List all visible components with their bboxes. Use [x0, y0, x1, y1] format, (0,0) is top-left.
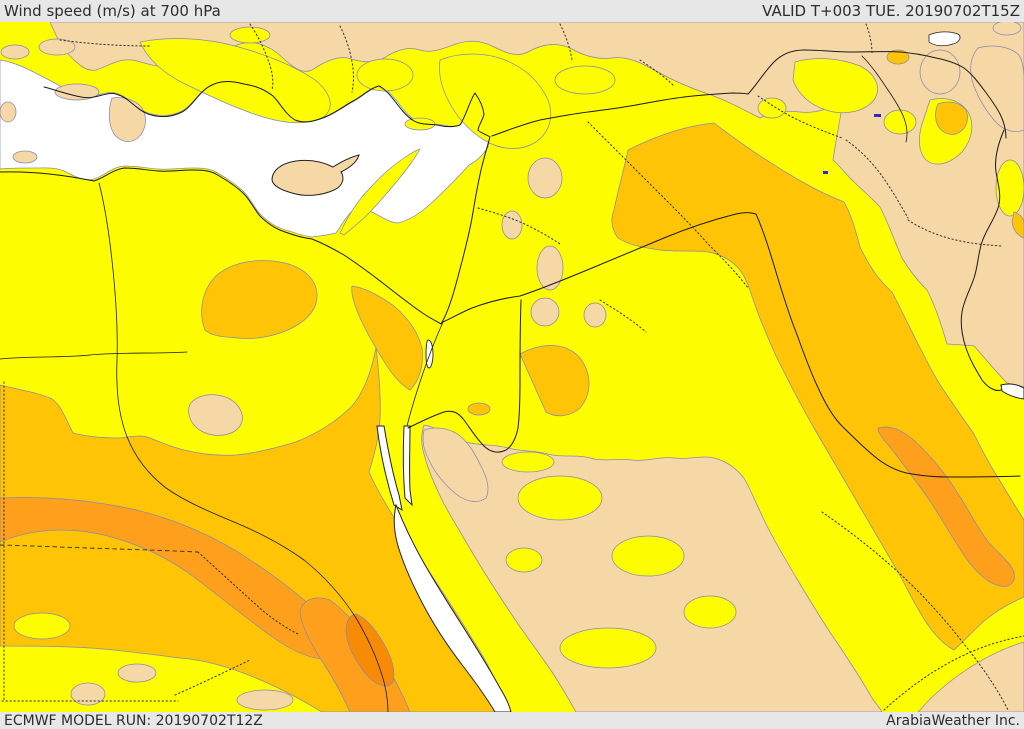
- sea-moderate-tongue: [339, 148, 421, 236]
- upper-egypt-light-patch: [117, 663, 157, 683]
- iran-iraq-border: [960, 129, 1005, 391]
- upper-egypt-light-patch: [70, 682, 106, 706]
- syria-light-patch: [530, 297, 560, 327]
- arabia-moderate-patch: [683, 595, 737, 629]
- lake-marker: [823, 171, 828, 174]
- turkey-moderate-patch: [229, 26, 271, 44]
- zagros-moderate-patch: [995, 159, 1024, 217]
- small-fresh-patch: [467, 402, 491, 416]
- syria-light-patch: [536, 245, 564, 291]
- upper-egypt-light-patch: [236, 689, 294, 711]
- valid-time-label: VALID T+003 TUE. 20190702T15Z: [762, 2, 1020, 20]
- persian-gulf-head: [1000, 383, 1024, 400]
- syria-iraq-border: [587, 121, 749, 289]
- israel-fresh-streak: [351, 285, 423, 391]
- syria-lebanon-dotted-border: [477, 207, 561, 245]
- arabia-moderate-patch: [505, 547, 543, 573]
- egypt-intense-wind-core: [345, 613, 395, 687]
- iran-dotted-border: [907, 219, 1003, 247]
- arabia-moderate-patch: [501, 451, 555, 473]
- bottom-status-bar: ECMWF MODEL RUN: 20190702T12Z ArabiaWeat…: [0, 712, 1024, 729]
- turkey-dotted-line: [249, 23, 274, 91]
- wind-map-canvas: [0, 22, 1024, 712]
- sudan-border-diagonal: [174, 659, 251, 696]
- turkey-syria-border: [491, 49, 1007, 139]
- jordan-saudi-fresh-wedge: [519, 345, 590, 417]
- south-arabia-light-region: [917, 641, 1024, 712]
- turkey-dotted-line: [639, 59, 675, 87]
- caucasus-light-patch: [992, 22, 1022, 36]
- rhodes-island: [108, 97, 146, 142]
- top-title-bar: Wind speed (m/s) at 700 hPa VALID T+003 …: [0, 0, 1024, 22]
- nile-river: [98, 182, 389, 712]
- turkey-dotted-line: [865, 23, 873, 55]
- egypt-israel-border: [406, 321, 444, 427]
- syria-light-patch: [527, 157, 563, 199]
- saudi-dotted-border: [821, 511, 1009, 711]
- jordan-saudi-border: [407, 299, 522, 453]
- caucasus-light-patch: [919, 49, 961, 95]
- gulf-of-aqaba-calm: [402, 425, 413, 507]
- arabia-moderate-patch: [559, 627, 657, 669]
- north-africa-line: [0, 351, 188, 360]
- turkey-iraq-border: [861, 55, 908, 143]
- gulf-of-suez-calm: [376, 425, 403, 512]
- east-turkey-moderate-patch: [757, 97, 787, 119]
- aegean-island: [0, 101, 17, 123]
- central-turkey-moderate-patch: [554, 65, 616, 95]
- aegean-island: [54, 83, 100, 101]
- lake-marker: [874, 114, 881, 117]
- egypt-moderate-oval: [13, 612, 71, 640]
- egypt-interior-dotted-line: [197, 551, 299, 635]
- lebanon-light-patch: [501, 210, 523, 240]
- saudi-dotted-border: [883, 635, 1024, 711]
- mediterranean-coastline: [0, 81, 491, 325]
- jordan-dotted-line: [599, 299, 647, 333]
- map-title: Wind speed (m/s) at 700 hPa: [4, 2, 221, 20]
- aegean-island: [12, 150, 38, 164]
- east-edge-fresh-sliver: [1011, 211, 1024, 239]
- small-fresh-patch: [886, 49, 910, 65]
- red-sea-calm-region: [393, 503, 512, 712]
- egypt-fresh-wind-region: [0, 346, 507, 712]
- east-turkey-moderate-patch: [883, 109, 917, 135]
- jordan-iraq-saudi-border: [442, 212, 1021, 478]
- nile-delta-light-patch: [188, 394, 243, 436]
- aegean-island: [38, 38, 76, 56]
- branding-label: ArabiaWeather Inc.: [886, 712, 1020, 729]
- egypt-interior-dashed-line: [0, 544, 199, 553]
- arabia-moderate-patch: [517, 475, 603, 521]
- wind-contour-map: [0, 22, 1024, 712]
- turkey-dotted-line: [59, 39, 151, 47]
- model-run-label: ECMWF MODEL RUN: 20190702T12Z: [4, 712, 263, 729]
- syria-light-patch: [583, 302, 607, 328]
- gulf-strong-wind-band: [877, 426, 1015, 587]
- north-iraq-fresh-patch: [935, 101, 968, 135]
- turkey-iran-dotted-border: [757, 95, 843, 139]
- lake-van: [928, 31, 961, 47]
- caucasus-light-patch: [970, 45, 1024, 132]
- aegean-island: [0, 44, 30, 60]
- turkey-coast-moderate-patch: [356, 58, 414, 92]
- turkey-coast-moderate-patch: [139, 38, 331, 124]
- sinai-light-wind-patch: [422, 427, 489, 502]
- sea-moderate-oval: [404, 117, 436, 131]
- northwest-egypt-fresh-lobe: [201, 260, 318, 339]
- east-turkey-moderate-patch: [792, 58, 878, 114]
- cyprus-island: [271, 154, 360, 196]
- arabia-moderate-patch: [611, 535, 685, 577]
